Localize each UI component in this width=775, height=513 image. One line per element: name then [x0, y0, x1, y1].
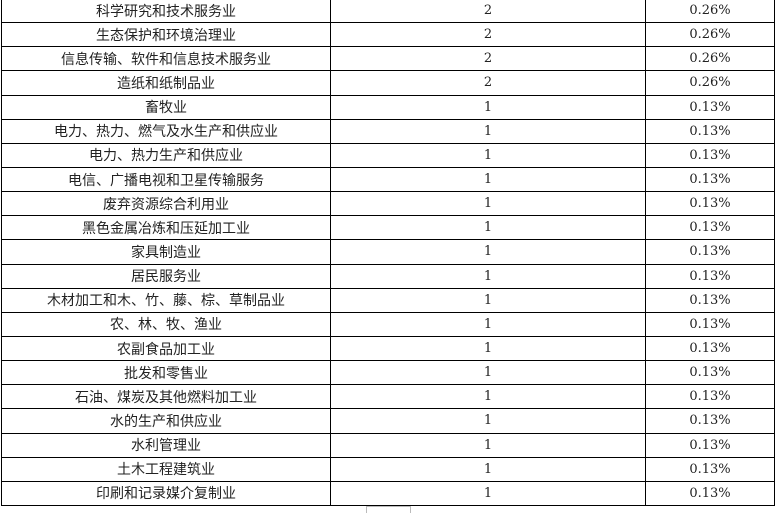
industry-cell: 居民服务业 [1, 263, 331, 289]
industry-cell: 水利管理业 [1, 432, 331, 458]
count-cell: 1 [330, 287, 646, 313]
industry-cell: 家具制造业 [1, 239, 331, 265]
percent-cell: 0.13% [645, 142, 775, 168]
industry-cell: 农副食品加工业 [1, 335, 331, 362]
count-cell: 1 [330, 191, 646, 217]
scroll-handle[interactable] [366, 506, 411, 513]
table-row: 印刷和记录媒介复制业 1 0.13% [1, 480, 775, 506]
percent-cell: 0.13% [645, 432, 775, 458]
percent-cell: 0.13% [645, 335, 775, 362]
industry-cell: 造纸和纸制品业 [1, 70, 331, 96]
table-row: 石油、煤炭及其他燃料加工业 1 0.13% [1, 384, 775, 410]
count-cell: 1 [330, 94, 646, 120]
table-row: 电力、热力、燃气及水生产和供应业 1 0.13% [1, 118, 775, 144]
count-cell: 1 [330, 432, 646, 458]
count-cell: 2 [330, 0, 646, 24]
percent-cell: 0.13% [645, 94, 775, 120]
table-row: 土木工程建筑业 1 0.13% [1, 456, 775, 482]
count-cell: 2 [330, 22, 646, 48]
count-cell: 1 [330, 142, 646, 168]
percent-cell: 0.13% [645, 480, 775, 506]
table-row: 造纸和纸制品业 2 0.26% [1, 70, 775, 96]
count-cell: 1 [330, 311, 646, 337]
count-cell: 2 [330, 70, 646, 96]
table-row: 木材加工和木、竹、藤、棕、草制品业 1 0.13% [1, 287, 775, 313]
industry-cell: 石油、煤炭及其他燃料加工业 [1, 384, 331, 410]
industry-cell: 电力、热力生产和供应业 [1, 142, 331, 168]
percent-cell: 0.26% [645, 70, 775, 96]
industry-cell: 农、林、牧、渔业 [1, 311, 331, 337]
count-cell: 1 [330, 166, 646, 193]
industry-cell: 信息传输、软件和信息技术服务业 [1, 46, 331, 72]
industry-cell: 畜牧业 [1, 94, 331, 120]
percent-cell: 0.13% [645, 166, 775, 193]
percent-cell: 0.13% [645, 215, 775, 241]
percent-cell: 0.26% [645, 22, 775, 48]
table-row: 废弃资源综合利用业 1 0.13% [1, 191, 775, 217]
industry-cell: 土木工程建筑业 [1, 456, 331, 482]
table-row: 家具制造业 1 0.13% [1, 239, 775, 265]
count-cell: 1 [330, 239, 646, 265]
table-row: 农、林、牧、渔业 1 0.13% [1, 311, 775, 337]
percent-cell: 0.13% [645, 263, 775, 289]
table-row: 黑色金属冶炼和压延加工业 1 0.13% [1, 215, 775, 241]
industry-cell: 废弃资源综合利用业 [1, 191, 331, 217]
count-cell: 1 [330, 456, 646, 482]
table-row: 水的生产和供应业 1 0.13% [1, 408, 775, 434]
industry-cell: 印刷和记录媒介复制业 [1, 480, 331, 506]
count-cell: 1 [330, 263, 646, 289]
industry-cell: 电信、广播电视和卫星传输服务 [1, 166, 331, 193]
percent-cell: 0.26% [645, 0, 775, 24]
table-row: 居民服务业 1 0.13% [1, 263, 775, 289]
table-row: 电力、热力生产和供应业 1 0.13% [1, 142, 775, 168]
count-cell: 1 [330, 408, 646, 434]
percent-cell: 0.13% [645, 191, 775, 217]
count-cell: 1 [330, 384, 646, 410]
percent-cell: 0.13% [645, 360, 775, 386]
percent-cell: 0.13% [645, 408, 775, 434]
table-row: 生态保护和环境治理业 2 0.26% [1, 22, 775, 48]
industry-cell: 水的生产和供应业 [1, 408, 331, 434]
percent-cell: 0.26% [645, 46, 775, 72]
percent-cell: 0.13% [645, 456, 775, 482]
count-cell: 1 [330, 118, 646, 144]
table-row: 电信、广播电视和卫星传输服务 1 0.13% [1, 166, 775, 193]
table-row: 信息传输、软件和信息技术服务业 2 0.26% [1, 46, 775, 72]
count-cell: 1 [330, 480, 646, 506]
industry-cell: 电力、热力、燃气及水生产和供应业 [1, 118, 331, 144]
industry-cell: 木材加工和木、竹、藤、棕、草制品业 [1, 287, 331, 313]
table-row: 畜牧业 1 0.13% [1, 94, 775, 120]
count-cell: 1 [330, 335, 646, 362]
industry-cell: 批发和零售业 [1, 360, 331, 386]
table-row: 农副食品加工业 1 0.13% [1, 335, 775, 362]
percent-cell: 0.13% [645, 239, 775, 265]
count-cell: 1 [330, 360, 646, 386]
table-row: 批发和零售业 1 0.13% [1, 360, 775, 386]
table-row: 水利管理业 1 0.13% [1, 432, 775, 458]
table-row: 科学研究和技术服务业 2 0.26% [1, 0, 775, 24]
percent-cell: 0.13% [645, 287, 775, 313]
percent-cell: 0.13% [645, 384, 775, 410]
industry-cell: 科学研究和技术服务业 [1, 0, 331, 24]
count-cell: 2 [330, 46, 646, 72]
percent-cell: 0.13% [645, 118, 775, 144]
percent-cell: 0.13% [645, 311, 775, 337]
industry-cell: 生态保护和环境治理业 [1, 22, 331, 48]
count-cell: 1 [330, 215, 646, 241]
industry-cell: 黑色金属冶炼和压延加工业 [1, 215, 331, 241]
